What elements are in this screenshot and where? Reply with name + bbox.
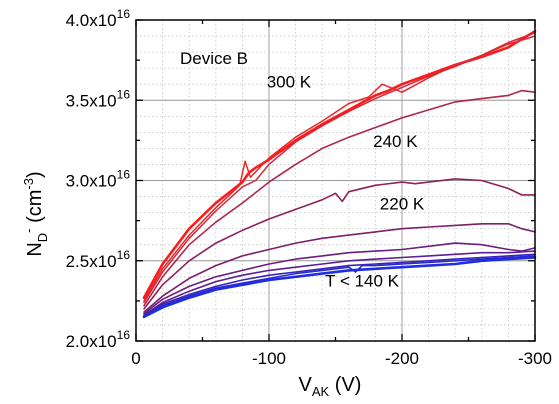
series-line [143, 223, 536, 313]
y-tick-label: 2.5x1016 [66, 248, 131, 271]
series-annotation: 220 K [380, 194, 425, 213]
x-tick-label: -300 [518, 349, 552, 368]
x-tick-label: -100 [252, 349, 286, 368]
series-group [142, 29, 537, 319]
y-axis-label: ND- (cm-3) [21, 171, 50, 256]
y-tick-label: 3.0x1016 [66, 168, 131, 191]
series-line [143, 250, 536, 317]
series-annotation: T < 140 K [325, 271, 400, 290]
series-line [143, 32, 536, 304]
series-line [143, 35, 536, 302]
series-annotations: 300 K 240 K 220 K T < 140 K [267, 72, 425, 290]
series-annotation: 240 K [373, 132, 418, 151]
x-tick-label: -200 [385, 349, 419, 368]
y-tick-label: 4.0x1016 [66, 7, 131, 30]
x-axis-label: VAK (V) [299, 374, 362, 399]
y-tick-label: 3.5x1016 [66, 87, 131, 110]
series-annotation: 300 K [267, 72, 312, 91]
y-tick-label: 2.0x1016 [66, 328, 131, 351]
series-line [142, 256, 537, 319]
series-line [143, 89, 536, 307]
tick-labels: 0 -100 -200 -300 2.0x1016 2.5x1016 3.0x1016 3.5… [66, 7, 552, 368]
series-line [143, 253, 536, 317]
x-tick-label: 0 [131, 349, 140, 368]
series-line [143, 242, 536, 315]
axis-ticks [135, 19, 536, 342]
device-annotation: Device B [180, 49, 248, 68]
series-line [143, 178, 536, 310]
